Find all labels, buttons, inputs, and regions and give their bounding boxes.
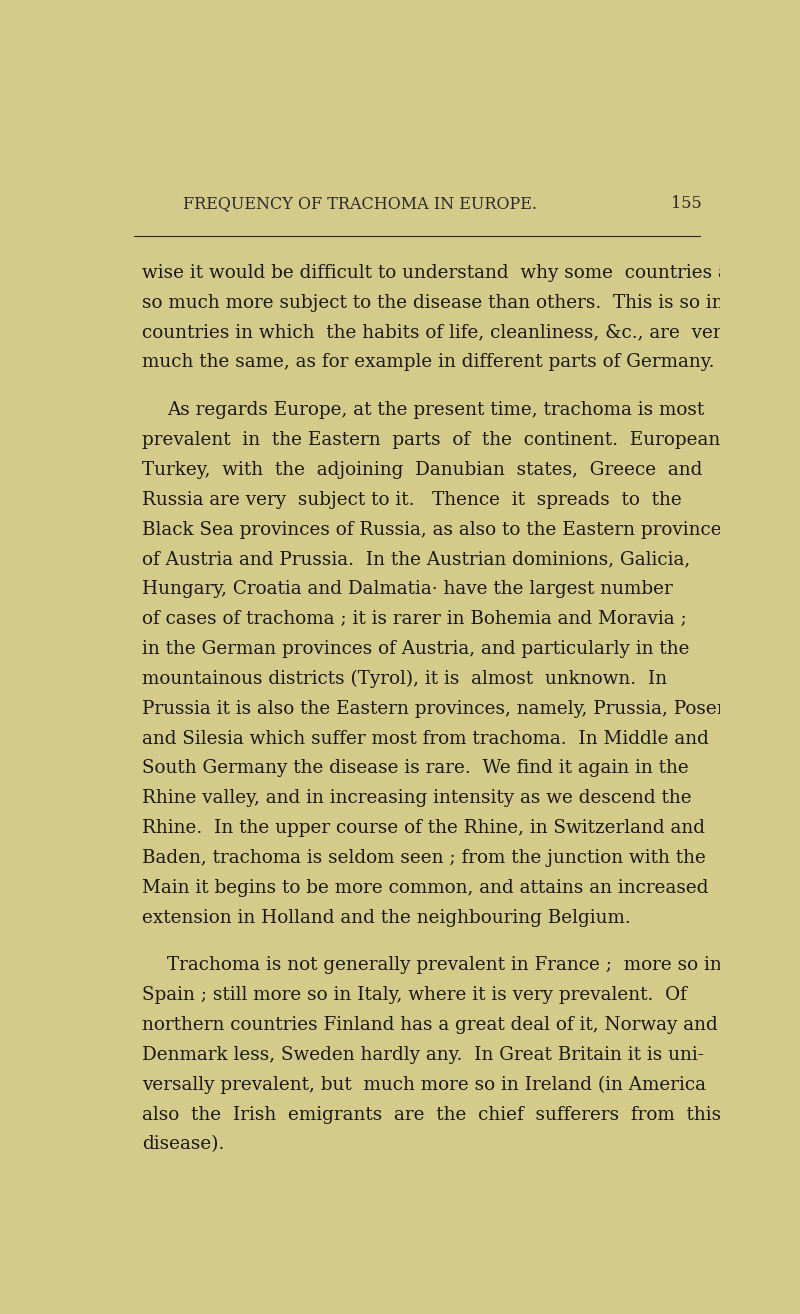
Text: Rhine valley, and in increasing intensity as we descend the: Rhine valley, and in increasing intensit…	[142, 790, 692, 807]
Text: Hungary, Croatia and Dalmatia· have the largest number: Hungary, Croatia and Dalmatia· have the …	[142, 581, 673, 598]
Text: of Austria and Prussia.  In the Austrian dominions, Galicia,: of Austria and Prussia. In the Austrian …	[142, 551, 690, 569]
Text: FREQUENCY OF TRACHOMA IN EUROPE.: FREQUENCY OF TRACHOMA IN EUROPE.	[183, 194, 538, 212]
Text: extension in Holland and the neighbouring Belgium.: extension in Holland and the neighbourin…	[142, 908, 631, 926]
Text: Denmark less, Sweden hardly any.  In Great Britain it is uni-: Denmark less, Sweden hardly any. In Grea…	[142, 1046, 704, 1064]
Text: Russia are very  subject to it.   Thence  it  spreads  to  the: Russia are very subject to it. Thence it…	[142, 490, 682, 509]
Text: countries in which  the habits of life, cleanliness, &c., are  very: countries in which the habits of life, c…	[142, 323, 732, 342]
Text: mountainous districts (Tyrol), it is  almost  unknown.  In: mountainous districts (Tyrol), it is alm…	[142, 670, 667, 689]
Text: Trachoma is not generally prevalent in France ;  more so in: Trachoma is not generally prevalent in F…	[167, 957, 722, 975]
Text: Rhine.  In the upper course of the Rhine, in Switzerland and: Rhine. In the upper course of the Rhine,…	[142, 819, 705, 837]
Text: Baden, trachoma is seldom seen ; from the junction with the: Baden, trachoma is seldom seen ; from th…	[142, 849, 706, 867]
Text: Prussia it is also the Eastern provinces, namely, Prussia, Posen: Prussia it is also the Eastern provinces…	[142, 699, 729, 717]
Text: prevalent  in  the Eastern  parts  of  the  continent.  European: prevalent in the Eastern parts of the co…	[142, 431, 721, 449]
Text: of cases of trachoma ; it is rarer in Bohemia and Moravia ;: of cases of trachoma ; it is rarer in Bo…	[142, 610, 687, 628]
Text: As regards Europe, at the present time, trachoma is most: As regards Europe, at the present time, …	[167, 401, 704, 419]
Text: so much more subject to the disease than others.  This is so in: so much more subject to the disease than…	[142, 294, 724, 311]
Text: much the same, as for example in different parts of Germany.: much the same, as for example in differe…	[142, 353, 714, 372]
Text: versally prevalent, but  much more so in Ireland (in America: versally prevalent, but much more so in …	[142, 1076, 706, 1095]
Text: also  the  Irish  emigrants  are  the  chief  sufferers  from  this: also the Irish emigrants are the chief s…	[142, 1105, 722, 1123]
Text: Main it begins to be more common, and attains an increased: Main it begins to be more common, and at…	[142, 879, 709, 896]
Text: and Silesia which suffer most from trachoma.  In Middle and: and Silesia which suffer most from trach…	[142, 729, 709, 748]
Text: disease).: disease).	[142, 1135, 225, 1154]
Text: in the German provinces of Austria, and particularly in the: in the German provinces of Austria, and …	[142, 640, 690, 658]
Text: Black Sea provinces of Russia, as also to the Eastern provinces: Black Sea provinces of Russia, as also t…	[142, 520, 731, 539]
Text: 155: 155	[670, 194, 702, 212]
Text: Turkey,  with  the  adjoining  Danubian  states,  Greece  and: Turkey, with the adjoining Danubian stat…	[142, 461, 702, 478]
Text: South Germany the disease is rare.  We find it again in the: South Germany the disease is rare. We fi…	[142, 759, 689, 778]
Text: northern countries Finland has a great deal of it, Norway and: northern countries Finland has a great d…	[142, 1016, 718, 1034]
Text: wise it would be difficult to understand  why some  countries are: wise it would be difficult to understand…	[142, 264, 749, 283]
Text: Spain ; still more so in Italy, where it is very prevalent.  Of: Spain ; still more so in Italy, where it…	[142, 987, 687, 1004]
